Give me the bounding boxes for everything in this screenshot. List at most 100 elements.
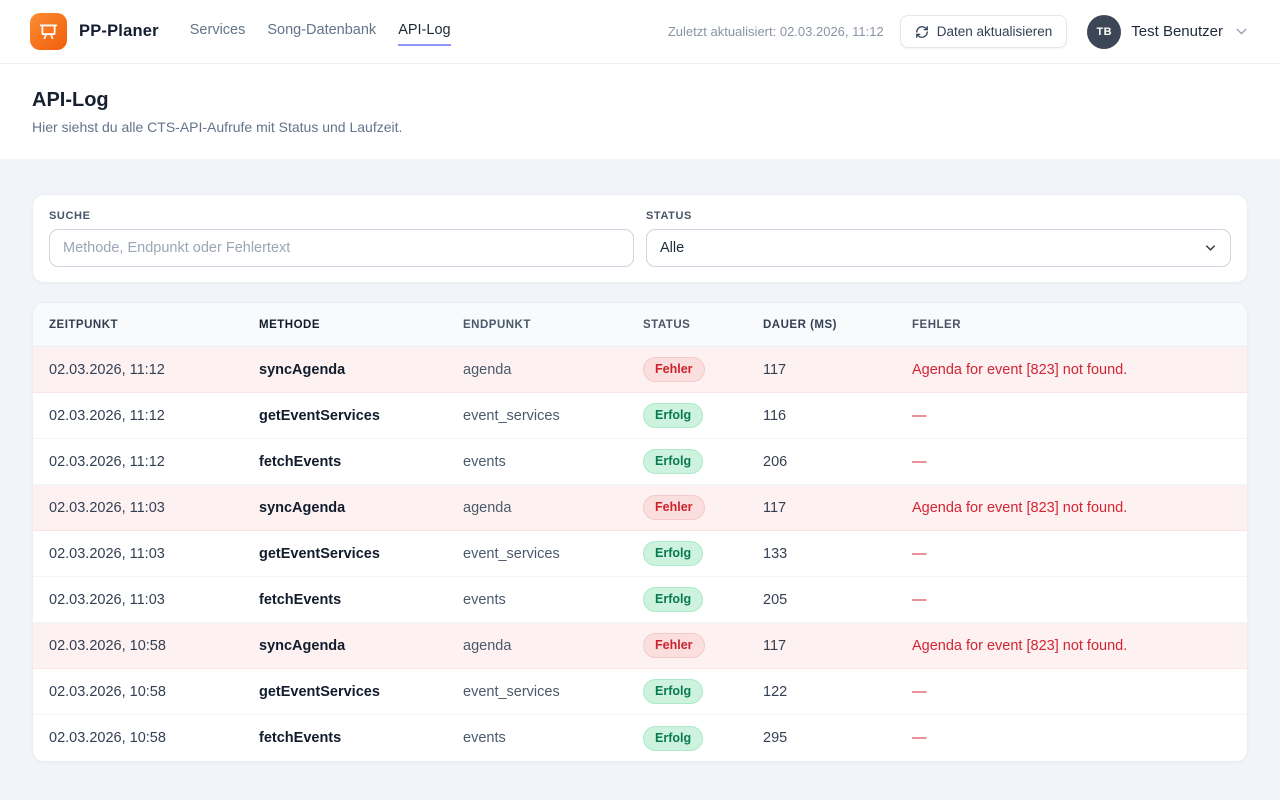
- cell-endpunkt: events: [463, 453, 506, 470]
- cell-status: Fehler: [643, 633, 763, 658]
- status-badge: Erfolg: [643, 403, 704, 428]
- cell-methode: syncAgenda: [259, 499, 346, 516]
- nav-item-song-datenbank[interactable]: Song-Datenbank: [267, 21, 377, 38]
- avatar: TB: [1087, 14, 1122, 49]
- cell-status: Erfolg: [643, 449, 763, 474]
- main-nav: Services Song-Datenbank API-Log: [190, 18, 451, 46]
- table-row: 02.03.2026, 11:12 getEventServices event…: [33, 393, 1247, 439]
- table-row: 02.03.2026, 10:58 syncAgenda agenda Fehl…: [33, 623, 1247, 669]
- cell-fehler: —: [912, 453, 927, 470]
- search-field-group: SUCHE: [49, 210, 634, 267]
- table-row: 02.03.2026, 11:03 getEventServices event…: [33, 531, 1247, 577]
- table-row: 02.03.2026, 11:03 fetchEvents events Erf…: [33, 577, 1247, 623]
- cell-zeitpunkt: 02.03.2026, 11:12: [49, 407, 165, 424]
- status-select[interactable]: Alle: [646, 229, 1231, 267]
- filter-card: SUCHE STATUS Alle: [32, 194, 1248, 283]
- cell-fehler: —: [912, 591, 927, 608]
- cell-dauer: 205: [763, 591, 788, 608]
- top-navigation-bar: PP-Planer Services Song-Datenbank API-Lo…: [0, 0, 1280, 64]
- cell-dauer: 206: [763, 453, 788, 470]
- cell-status: Erfolg: [643, 541, 763, 566]
- refresh-icon: [915, 25, 929, 39]
- refresh-data-button[interactable]: Daten aktualisieren: [899, 15, 1068, 48]
- status-label: STATUS: [646, 210, 692, 222]
- cell-endpunkt: events: [463, 591, 506, 608]
- table-row: 02.03.2026, 10:58 fetchEvents events Erf…: [33, 715, 1247, 761]
- cell-fehler: Agenda for event [823] not found.: [912, 499, 1128, 516]
- refresh-button-label: Daten aktualisieren: [936, 24, 1053, 39]
- user-menu[interactable]: TB Test Benutzer: [1087, 14, 1250, 49]
- cell-status: Erfolg: [643, 587, 763, 612]
- cell-zeitpunkt: 02.03.2026, 11:03: [49, 499, 165, 516]
- cell-dauer: 133: [763, 545, 788, 562]
- search-label: SUCHE: [49, 210, 91, 222]
- column-header-endpunkt: ENDPUNKT: [463, 318, 531, 331]
- status-badge: Erfolg: [643, 725, 704, 751]
- column-header-zeitpunkt: ZEITPUNKT: [49, 318, 119, 331]
- cell-methode: syncAgenda: [259, 361, 346, 378]
- page-subtitle: Hier siehst du alle CTS-API-Aufrufe mit …: [32, 119, 403, 135]
- cell-methode: syncAgenda: [259, 637, 346, 654]
- page-title: API-Log: [32, 89, 109, 111]
- cell-dauer: 117: [763, 499, 787, 516]
- cell-dauer: 117: [763, 361, 787, 378]
- cell-endpunkt: agenda: [463, 637, 512, 654]
- search-input[interactable]: [49, 229, 634, 267]
- cell-zeitpunkt: 02.03.2026, 10:58: [49, 683, 166, 700]
- cell-fehler: Agenda for event [823] not found.: [912, 637, 1128, 654]
- last-updated-text: Zuletzt aktualisiert: 02.03.2026, 11:12: [667, 24, 884, 39]
- status-badge: Fehler: [643, 495, 705, 520]
- cell-status: Erfolg: [643, 403, 763, 428]
- cell-endpunkt: events: [463, 730, 506, 746]
- page-header: API-Log Hier siehst du alle CTS-API-Aufr…: [0, 64, 1280, 159]
- cell-zeitpunkt: 02.03.2026, 11:03: [49, 591, 165, 608]
- cell-status: Erfolg: [643, 679, 763, 704]
- table-body: 02.03.2026, 11:12 syncAgenda agenda Fehl…: [33, 347, 1247, 761]
- cell-status: Fehler: [643, 495, 763, 520]
- presentation-board-icon: [30, 13, 67, 50]
- cell-dauer: 295: [763, 730, 788, 746]
- table-row: 02.03.2026, 11:12 syncAgenda agenda Fehl…: [33, 347, 1247, 393]
- status-badge: Erfolg: [643, 541, 704, 566]
- user-name: Test Benutzer: [1131, 23, 1223, 40]
- table-row: 02.03.2026, 11:12 fetchEvents events Erf…: [33, 439, 1247, 485]
- cell-zeitpunkt: 02.03.2026, 10:58: [49, 637, 166, 654]
- column-header-status: STATUS: [643, 318, 691, 331]
- cell-status: Fehler: [643, 357, 763, 382]
- cell-zeitpunkt: 02.03.2026, 11:12: [49, 361, 165, 378]
- cell-fehler: Agenda for event [823] not found.: [912, 361, 1128, 378]
- cell-methode: getEventServices: [259, 407, 380, 424]
- cell-endpunkt: event_services: [463, 545, 560, 562]
- cell-zeitpunkt: 02.03.2026, 11:03: [49, 545, 165, 562]
- chevron-down-icon: [1233, 23, 1250, 40]
- brand[interactable]: PP-Planer: [30, 13, 159, 50]
- cell-methode: fetchEvents: [259, 453, 342, 470]
- cell-endpunkt: agenda: [463, 499, 512, 516]
- cell-methode: getEventServices: [259, 545, 380, 562]
- nav-item-api-log[interactable]: API-Log: [398, 18, 451, 46]
- cell-methode: getEventServices: [259, 683, 380, 700]
- cell-methode: fetchEvents: [259, 591, 342, 608]
- table-row: 02.03.2026, 10:58 getEventServices event…: [33, 669, 1247, 715]
- cell-endpunkt: event_services: [463, 683, 560, 700]
- cell-fehler: —: [912, 407, 927, 424]
- nav-item-services[interactable]: Services: [189, 21, 246, 38]
- api-log-table: ZEITPUNKT METHODE ENDPUNKT STATUS DAUER …: [32, 302, 1248, 762]
- status-badge: Erfolg: [643, 679, 704, 704]
- cell-fehler: —: [912, 683, 927, 700]
- column-header-methode: METHODE: [259, 318, 320, 331]
- brand-name: PP-Planer: [79, 22, 159, 40]
- status-badge: Erfolg: [643, 449, 704, 474]
- cell-dauer: 117: [763, 637, 787, 654]
- cell-zeitpunkt: 02.03.2026, 10:58: [49, 730, 166, 746]
- table-row: 02.03.2026, 11:03 syncAgenda agenda Fehl…: [33, 485, 1247, 531]
- cell-status: Erfolg: [643, 725, 763, 751]
- status-field-group: STATUS Alle: [646, 210, 1231, 267]
- table-header-row: ZEITPUNKT METHODE ENDPUNKT STATUS DAUER …: [33, 303, 1247, 347]
- cell-endpunkt: event_services: [463, 407, 560, 424]
- cell-dauer: 116: [763, 407, 787, 424]
- column-header-fehler: FEHLER: [912, 318, 961, 331]
- cell-endpunkt: agenda: [463, 361, 512, 378]
- main-content: SUCHE STATUS Alle ZEITPUNKT METHODE ENDP…: [0, 159, 1280, 762]
- cell-fehler: —: [912, 545, 927, 562]
